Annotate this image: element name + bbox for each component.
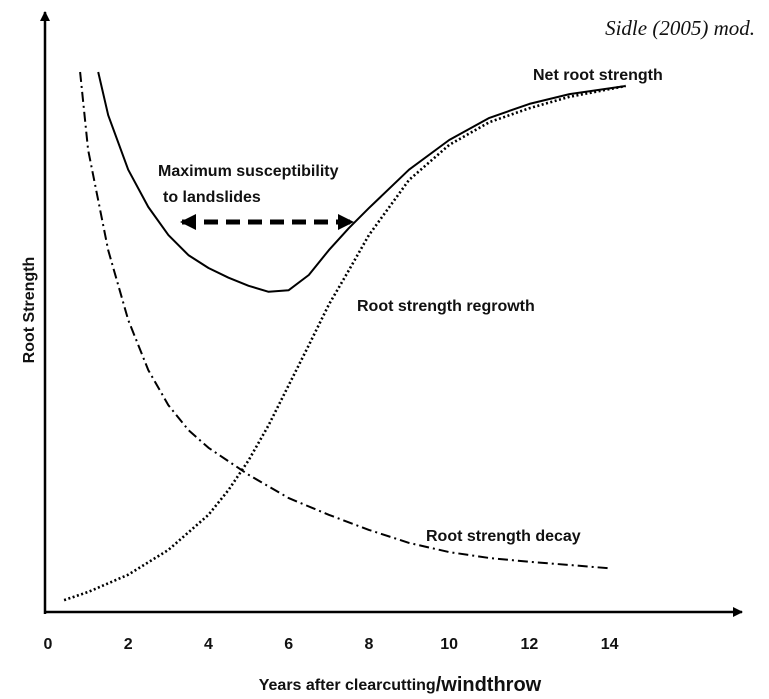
line-series (97, 71, 626, 293)
x-tick-label: 10 (440, 636, 458, 653)
source-note: Sidle (2005) mod. (605, 16, 755, 40)
line-series (79, 71, 610, 570)
x-axis-label: Years after clearcutting/windthrow (259, 674, 542, 696)
x-tick-label: 0 (44, 636, 53, 653)
x-tick-label: 8 (364, 636, 373, 653)
annotation: Maximum susceptibility (158, 163, 339, 180)
annotation: Root strength decay (426, 528, 581, 545)
line-series (63, 84, 626, 602)
x-tick-label: 12 (520, 636, 538, 653)
annotation: to landslides (163, 189, 261, 206)
x-tick-label: 4 (204, 636, 213, 653)
x-tick-label: 6 (284, 636, 293, 653)
x-tick-label: 2 (124, 636, 133, 653)
x-tick-label: 14 (601, 636, 619, 653)
annotation: Net root strength (533, 67, 663, 84)
y-axis-label: Root Strength (21, 257, 38, 364)
annotation: Root strength regrowth (357, 298, 535, 315)
